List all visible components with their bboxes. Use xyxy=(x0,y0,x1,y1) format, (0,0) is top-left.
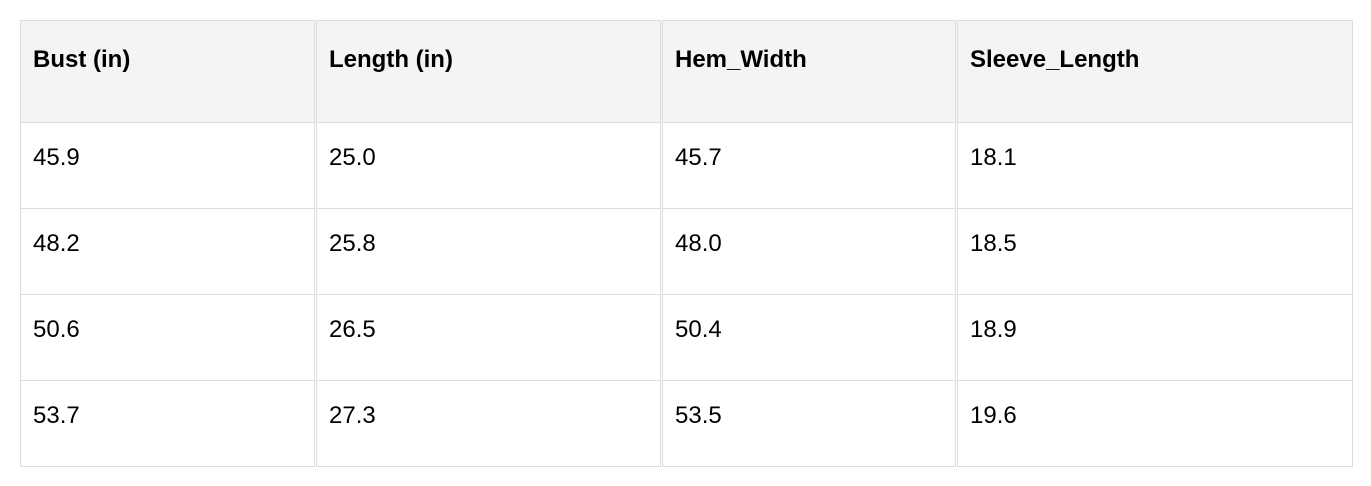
cell-sleeve-length: 18.9 xyxy=(955,294,1353,381)
header-bust: Bust (in) xyxy=(20,20,316,123)
cell-bust: 45.9 xyxy=(20,122,316,209)
table-row: 50.6 26.5 50.4 18.9 xyxy=(20,294,1353,381)
cell-hem-width: 53.5 xyxy=(660,380,957,467)
cell-length: 26.5 xyxy=(314,294,662,381)
header-hem-width: Hem_Width xyxy=(660,20,957,123)
header-length: Length (in) xyxy=(314,20,662,123)
cell-hem-width: 50.4 xyxy=(660,294,957,381)
table-row: 53.7 27.3 53.5 19.6 xyxy=(20,380,1353,467)
cell-sleeve-length: 18.5 xyxy=(955,208,1353,295)
size-table: Bust (in) Length (in) Hem_Width Sleeve_L… xyxy=(20,20,1353,467)
table-row: 45.9 25.0 45.7 18.1 xyxy=(20,122,1353,209)
cell-sleeve-length: 18.1 xyxy=(955,122,1353,209)
cell-bust: 50.6 xyxy=(20,294,316,381)
cell-hem-width: 48.0 xyxy=(660,208,957,295)
table-row: 48.2 25.8 48.0 18.5 xyxy=(20,208,1353,295)
cell-length: 27.3 xyxy=(314,380,662,467)
header-sleeve-length: Sleeve_Length xyxy=(955,20,1353,123)
cell-bust: 53.7 xyxy=(20,380,316,467)
cell-sleeve-length: 19.6 xyxy=(955,380,1353,467)
cell-hem-width: 45.7 xyxy=(660,122,957,209)
header-row: Bust (in) Length (in) Hem_Width Sleeve_L… xyxy=(20,20,1353,123)
cell-bust: 48.2 xyxy=(20,208,316,295)
cell-length: 25.0 xyxy=(314,122,662,209)
cell-length: 25.8 xyxy=(314,208,662,295)
